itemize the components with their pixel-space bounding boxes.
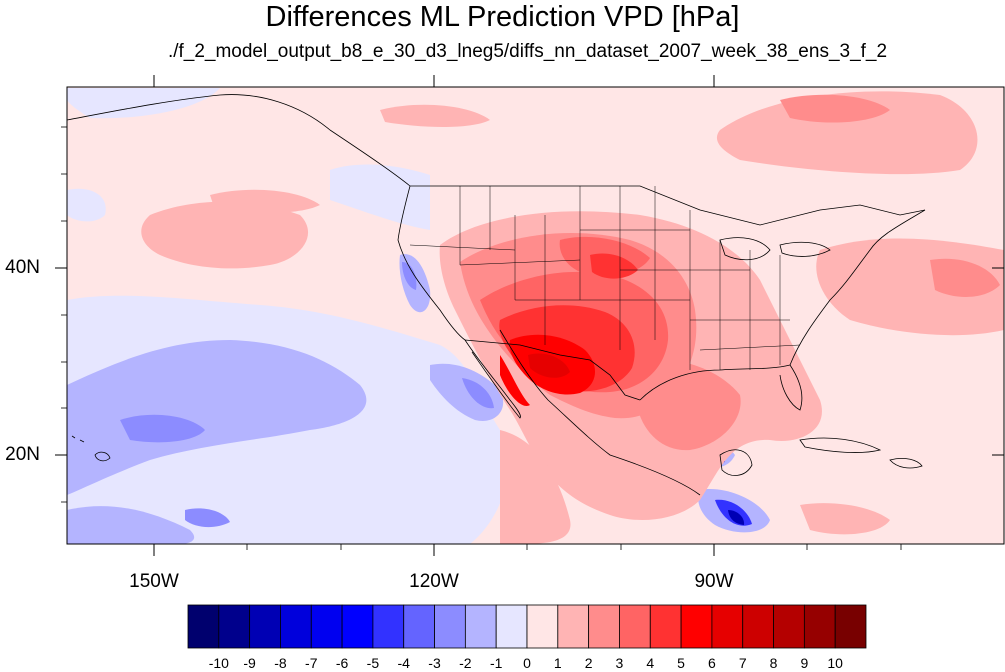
colorbar-label: 5 <box>677 655 685 671</box>
us-canada-border <box>410 185 926 226</box>
map-subtitle: ./f_2_model_output_b8_e_30_d3_lneg5/diff… <box>167 41 888 62</box>
colorbar-swatch <box>619 604 651 649</box>
colorbar-label: 1 <box>553 655 562 671</box>
colorbar-swatch <box>711 604 744 649</box>
colorbar-swatch <box>557 604 590 649</box>
canada-coast <box>67 94 411 187</box>
colorbar-label: -9 <box>243 655 256 671</box>
great-lakes <box>719 237 831 261</box>
colorbar-label: 2 <box>584 655 593 671</box>
lat-tick-20n: 20N <box>5 444 40 465</box>
yucatan <box>719 449 753 476</box>
lon-tick-120w: 120W <box>409 571 459 592</box>
us-mexico-border <box>464 339 641 401</box>
colorbar-swatch <box>526 604 559 649</box>
colorbar-label: 9 <box>800 655 809 671</box>
colorbar-swatch <box>834 604 867 649</box>
colorbar-label: -1 <box>489 655 503 671</box>
colorbar-label: 6 <box>708 655 716 671</box>
lat-tick-40n: 40N <box>5 257 40 278</box>
colorbar-swatch <box>218 604 251 649</box>
colorbar-swatch <box>434 604 466 649</box>
colorbar-swatch <box>495 604 528 649</box>
colorbar-swatch <box>803 604 836 649</box>
colorbar-label: 8 <box>769 655 778 671</box>
colorbar-swatch <box>372 604 405 649</box>
colorbar-label: -8 <box>274 655 287 671</box>
colorbar-label: -6 <box>335 655 349 671</box>
colorbar-swatch <box>649 604 682 649</box>
pacific-coast <box>397 185 466 341</box>
state-boundaries <box>409 186 801 370</box>
plot-frame <box>55 75 1005 556</box>
colorbar-swatch <box>310 604 343 649</box>
hawaii <box>71 435 111 462</box>
coastlines-and-borders <box>67 94 926 496</box>
colorbar-label: 4 <box>646 655 655 671</box>
lon-tick-150w: 150W <box>129 571 179 592</box>
colorbar-swatch <box>464 604 497 649</box>
cuba <box>799 437 882 453</box>
colorbar-label: -4 <box>397 655 410 671</box>
lon-tick-90w: 90W <box>694 571 734 592</box>
colorbar-label: 10 <box>827 655 843 671</box>
colorbar-swatch <box>187 604 220 649</box>
colorbar-label: -2 <box>459 655 472 671</box>
colorbar-label: -10 <box>208 655 229 671</box>
map-title: Differences ML Prediction VPD [hPa] <box>265 1 740 33</box>
colorbar-label: -5 <box>366 655 380 671</box>
colorbar-swatch <box>773 604 805 649</box>
baja-california <box>464 339 521 419</box>
colorbar-label: 3 <box>615 655 624 671</box>
colorbar-label: -7 <box>305 655 318 671</box>
colorbar-swatch <box>341 604 374 649</box>
colorbar-swatch <box>742 604 774 649</box>
colorbar-swatch <box>249 604 281 649</box>
colorbar-label: 0 <box>523 655 531 671</box>
colorbar-label: 7 <box>738 655 747 671</box>
colorbar-label: -3 <box>428 655 441 671</box>
colorbar-swatch <box>403 604 435 649</box>
gulf-coast <box>639 364 803 411</box>
mexico-west-coast <box>499 329 701 496</box>
atlantic-coast <box>789 209 926 366</box>
colorbar-swatch <box>280 604 312 649</box>
hispaniola <box>889 458 923 469</box>
colorbar-swatch <box>588 604 620 649</box>
negative-anomaly-strong <box>120 262 494 528</box>
colorbar-swatch <box>680 604 713 649</box>
